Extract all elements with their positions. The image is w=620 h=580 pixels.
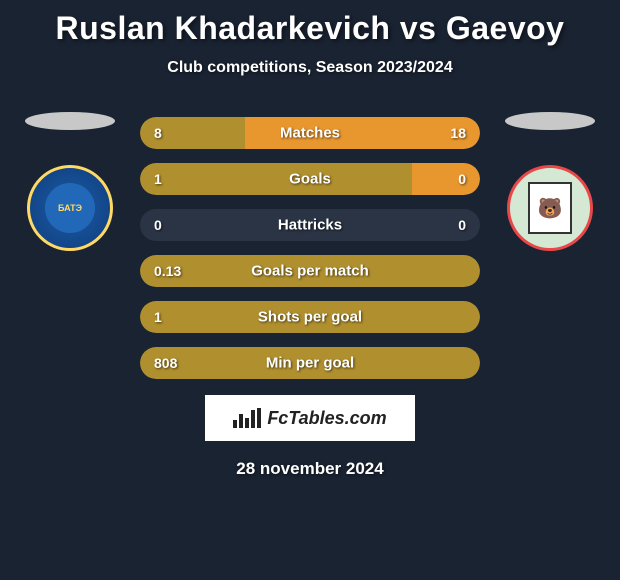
stat-value-left: 1 — [154, 309, 162, 325]
bar-segment-left — [140, 163, 412, 195]
stat-value-right: 18 — [450, 125, 466, 141]
stat-bar: Matches 8 18 — [140, 117, 480, 149]
player-shadow-indicator — [25, 112, 115, 130]
stat-bar: Goals 1 0 — [140, 163, 480, 195]
page-subtitle: Club competitions, Season 2023/2024 — [0, 59, 620, 77]
bar-chart-icon — [233, 408, 261, 428]
stat-bar: Goals per match 0.13 — [140, 255, 480, 287]
right-player-col: 🐻 — [500, 117, 600, 251]
stat-label: Goals — [289, 171, 331, 188]
stat-label: Shots per goal — [258, 309, 362, 326]
footer-date: 28 november 2024 — [0, 459, 620, 479]
stat-bar: Min per goal 808 — [140, 347, 480, 379]
stat-bar: Shots per goal 1 — [140, 301, 480, 333]
stat-bar: Hattricks 0 0 — [140, 209, 480, 241]
right-club-badge: 🐻 — [507, 165, 593, 251]
player-shadow-indicator — [505, 112, 595, 130]
brand-name: FcTables.com — [267, 408, 386, 429]
stat-label: Goals per match — [251, 263, 369, 280]
left-club-badge: БАТЭ — [27, 165, 113, 251]
page-title: Ruslan Khadarkevich vs Gaevoy — [0, 10, 620, 47]
stat-value-left: 1 — [154, 171, 162, 187]
main-row: БАТЭ Matches 8 18 Goals 1 0 Hattricks 0 0 Goals p… — [0, 117, 620, 379]
brand-logo[interactable]: FcTables.com — [205, 395, 415, 441]
stat-value-left: 808 — [154, 355, 177, 371]
stat-label: Matches — [280, 125, 340, 142]
stat-value-left: 0 — [154, 217, 162, 233]
left-player-col: БАТЭ — [20, 117, 120, 251]
stat-label: Hattricks — [278, 217, 342, 234]
bar-segment-right — [412, 163, 480, 195]
left-club-badge-text: БАТЭ — [45, 183, 95, 233]
right-club-badge-shield: 🐻 — [528, 182, 572, 234]
stat-value-left: 8 — [154, 125, 162, 141]
stat-label: Min per goal — [266, 355, 354, 372]
comparison-card: Ruslan Khadarkevich vs Gaevoy Club compe… — [0, 0, 620, 479]
stat-value-right: 0 — [458, 171, 466, 187]
stat-value-right: 0 — [458, 217, 466, 233]
stat-value-left: 0.13 — [154, 263, 181, 279]
stats-bars: Matches 8 18 Goals 1 0 Hattricks 0 0 Goals per ma… — [140, 117, 480, 379]
